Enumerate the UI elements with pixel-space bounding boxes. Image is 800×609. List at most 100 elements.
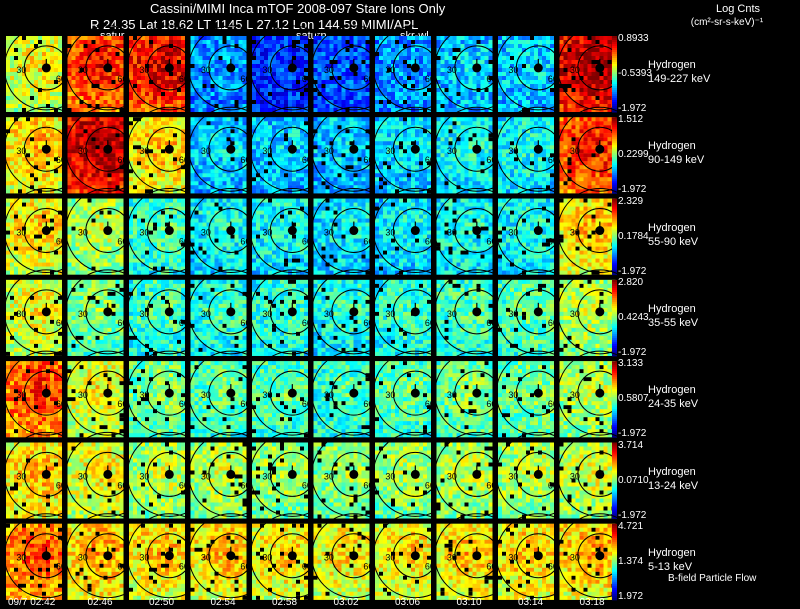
heatmap-cell [341,177,346,182]
heatmap-cell [456,149,461,154]
heatmap-cell [399,68,403,72]
heatmap-cell [46,48,50,52]
heatmap-cell [468,153,473,158]
heatmap-cell [436,56,441,60]
heatmap-cell [198,96,203,100]
heatmap-cell [484,117,489,122]
heatmap-cell [42,52,46,56]
heatmap-cell [599,96,604,100]
heatmap-cell [30,36,34,40]
heatmap-cell [361,141,366,146]
heatmap-cell [399,181,403,186]
planet-marker [595,63,605,73]
heatmap-cell [456,48,461,52]
heatmap-cell [391,52,395,56]
heatmap-cell [107,100,112,104]
heatmap-cell [383,64,387,68]
heatmap-cell [194,189,199,194]
heatmap-cell [321,153,326,158]
heatmap-cell [141,165,145,170]
heatmap-cell [161,157,165,162]
heatmap-cell [510,100,514,104]
heatmap-cell [383,161,387,166]
heatmap-cell [440,88,445,92]
heatmap-cell [391,133,395,138]
heatmap-cell [194,104,199,108]
heatmap-cell [242,104,247,108]
heatmap-cell [480,72,485,76]
heatmap-cell [18,80,22,84]
heatmap-cell [103,92,108,96]
heatmap-cell [526,36,530,40]
heatmap-cell [415,137,419,142]
heatmap-cell [75,68,80,72]
heatmap-cell [534,36,538,40]
heatmap-cell [119,36,124,40]
heatmap-cell [550,104,554,108]
heatmap-cell [349,56,354,60]
heatmap-cell [546,48,550,52]
heatmap-cell [165,133,169,138]
colorbar-segment [612,56,617,59]
heatmap-cell [607,80,612,84]
heatmap-cell [276,169,280,174]
heatmap-cell [395,100,399,104]
heatmap-cell [230,84,235,88]
heatmap-cell [10,181,14,186]
heatmap-cell [383,133,387,138]
heatmap-cell [423,125,427,130]
heatmap-cell [234,161,239,166]
heatmap-cell [190,121,195,126]
heatmap-cell [502,52,506,56]
heatmap-cell [411,165,415,170]
heatmap-cell [75,48,80,52]
heatmap-cell [571,52,576,56]
heatmap-cell [349,173,354,178]
heatmap-cell [99,84,104,88]
heatmap-cell [58,80,62,84]
heatmap-cell [6,181,10,186]
heatmap-cell [468,52,473,56]
heatmap-cell [75,96,80,100]
heatmap-cell [488,169,493,174]
heatmap-cell [145,181,149,186]
heatmap-cell [460,56,465,60]
heatmap-cell [137,141,141,146]
heatmap-cell [484,108,489,112]
heatmap-cell [181,76,185,80]
heatmap-cell [284,108,288,112]
heatmap-cell [10,72,14,76]
heatmap-cell [234,133,239,138]
heatmap-cell [440,36,445,40]
heatmap-cell [67,153,72,158]
heatmap-cell [518,60,522,64]
heatmap-cell [145,80,149,84]
heatmap-cell [444,76,449,80]
heatmap-cell [452,157,457,162]
heatmap-cell [54,129,58,134]
heatmap-cell [575,88,580,92]
colorbar-segment [612,74,617,77]
heatmap-cell [133,177,137,182]
heatmap-cell [484,96,489,100]
heatmap-cell [238,117,243,122]
heatmap-cell [391,181,395,186]
heatmap-cell [480,88,485,92]
heatmap-cell [165,40,169,44]
heatmap-cell [488,161,493,166]
heatmap-cell [14,52,18,56]
heatmap-cell [427,44,431,48]
heatmap-cell [50,40,54,44]
heatmap-cell [238,80,243,84]
heatmap-cell [222,161,227,166]
heatmap-cell [313,189,318,194]
heatmap-cell [46,181,50,186]
heatmap-cell [399,173,403,178]
heatmap-cell [456,84,461,88]
heatmap-cell [103,121,108,126]
heatmap-cell [448,185,453,190]
heatmap-cell [488,157,493,162]
heatmap-cell [448,108,453,112]
heatmap-cell [260,52,264,56]
